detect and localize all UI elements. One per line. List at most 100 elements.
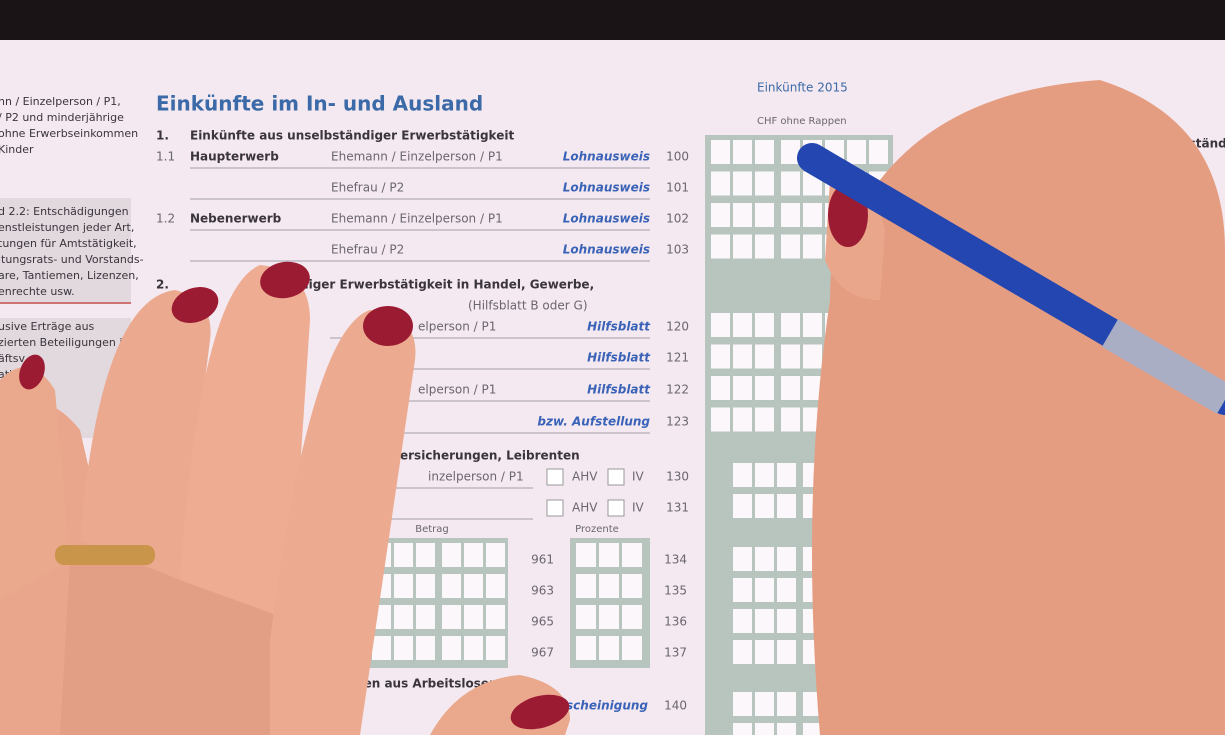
cell xyxy=(599,605,619,629)
row-source: Hilfsblatt xyxy=(587,383,651,397)
cell xyxy=(416,636,435,660)
cell xyxy=(777,547,796,571)
cell xyxy=(416,543,435,567)
cell xyxy=(777,494,796,518)
row-code: 120 xyxy=(666,320,689,334)
section-heading: diger Erwerbstätigkeit in Handel, Gewerb… xyxy=(300,278,594,292)
cell xyxy=(711,171,730,196)
cell xyxy=(755,692,774,716)
cell xyxy=(777,578,796,602)
cell xyxy=(781,344,800,369)
sidebar-text: ohne Erwerbseinkommen xyxy=(0,127,138,140)
row-code: 137 xyxy=(664,646,687,660)
right-hand xyxy=(797,80,1225,735)
row-source: Lohnausweis xyxy=(563,212,650,226)
cell xyxy=(781,376,800,400)
row-code: 121 xyxy=(666,351,689,365)
cell xyxy=(781,234,800,259)
cell xyxy=(847,140,866,164)
row-code: 140 xyxy=(664,699,687,713)
row-code: 122 xyxy=(666,383,689,397)
row-code: 100 xyxy=(666,150,689,164)
column-label: Betrag xyxy=(415,524,449,535)
nail xyxy=(19,354,45,390)
cell xyxy=(755,494,774,518)
cell xyxy=(416,605,435,629)
sidebar-text: are, Tantiemen, Lizenzen, xyxy=(0,269,139,282)
row-label: Nebenerwerb xyxy=(190,212,282,226)
cell xyxy=(711,407,730,432)
row-code: 130 xyxy=(666,470,689,484)
column-label: Prozente xyxy=(575,524,619,535)
sidebar-text: zierten Beteiligungen im xyxy=(0,336,133,349)
row-label: Haupterwerb xyxy=(190,150,279,164)
unit-label: CHF ohne Rappen xyxy=(757,116,847,127)
checkbox xyxy=(607,468,625,486)
cell xyxy=(869,140,888,164)
checkbox-label: AHV xyxy=(572,470,598,484)
cell xyxy=(733,723,752,735)
sidebar-box xyxy=(0,198,131,302)
left-hand xyxy=(0,261,570,735)
amount-box xyxy=(368,538,508,668)
cell xyxy=(803,313,822,337)
row-code: 136 xyxy=(664,615,687,629)
cell xyxy=(755,344,774,369)
checkbox-label: IV xyxy=(632,501,645,515)
cell xyxy=(755,547,774,571)
nail xyxy=(171,287,219,323)
cell xyxy=(733,140,752,164)
cell xyxy=(755,234,774,259)
field-code: 965 xyxy=(531,615,554,629)
row-source: Bescheinigung xyxy=(549,699,649,713)
cell xyxy=(576,605,596,629)
cell xyxy=(622,574,642,598)
row-code: 123 xyxy=(666,415,689,429)
row-code: 134 xyxy=(664,553,687,567)
cell xyxy=(803,203,822,227)
cell xyxy=(803,234,822,259)
cell xyxy=(733,578,752,602)
cell xyxy=(622,605,642,629)
checkbox-label: IV xyxy=(632,470,645,484)
cell xyxy=(755,463,774,487)
cell xyxy=(781,313,800,337)
section-number: 1. xyxy=(156,129,169,143)
field-code: 963 xyxy=(531,584,554,598)
sidebar-text: d 2.2: Entschädigungen xyxy=(0,205,129,218)
cell xyxy=(486,574,505,598)
field-code: 961 xyxy=(531,553,554,567)
cell xyxy=(622,636,642,660)
cell xyxy=(755,140,774,164)
cell xyxy=(416,574,435,598)
cell xyxy=(803,723,822,735)
checkbox-label: AHV xyxy=(572,501,598,515)
sidebar-text: enstleistungen jeder Art, xyxy=(0,221,134,234)
row-number: 1.2 xyxy=(156,212,175,226)
cell xyxy=(781,203,800,227)
cell xyxy=(733,171,752,196)
row-source: Hilfsblatt xyxy=(587,320,651,334)
cell xyxy=(464,543,483,567)
cell xyxy=(777,463,796,487)
pen-grip xyxy=(1101,319,1225,414)
row-code: 131 xyxy=(666,501,689,515)
cell xyxy=(464,605,483,629)
cell xyxy=(803,344,822,369)
cell xyxy=(777,723,796,735)
row-person: inzelperson / P1 xyxy=(428,470,524,484)
cell xyxy=(755,203,774,227)
row-person: Ehemann / Einzelperson / P1 xyxy=(331,212,503,226)
row-code: 103 xyxy=(666,243,689,257)
cell xyxy=(711,313,730,337)
sidebar-text: usive Erträge aus xyxy=(0,320,95,333)
cell xyxy=(486,636,505,660)
row-source: Lohnausweis xyxy=(563,243,650,257)
cell xyxy=(394,636,413,660)
row-code: 135 xyxy=(664,584,687,598)
finger xyxy=(80,290,211,580)
cell xyxy=(781,407,800,432)
cell xyxy=(755,609,774,633)
background xyxy=(0,0,1225,40)
